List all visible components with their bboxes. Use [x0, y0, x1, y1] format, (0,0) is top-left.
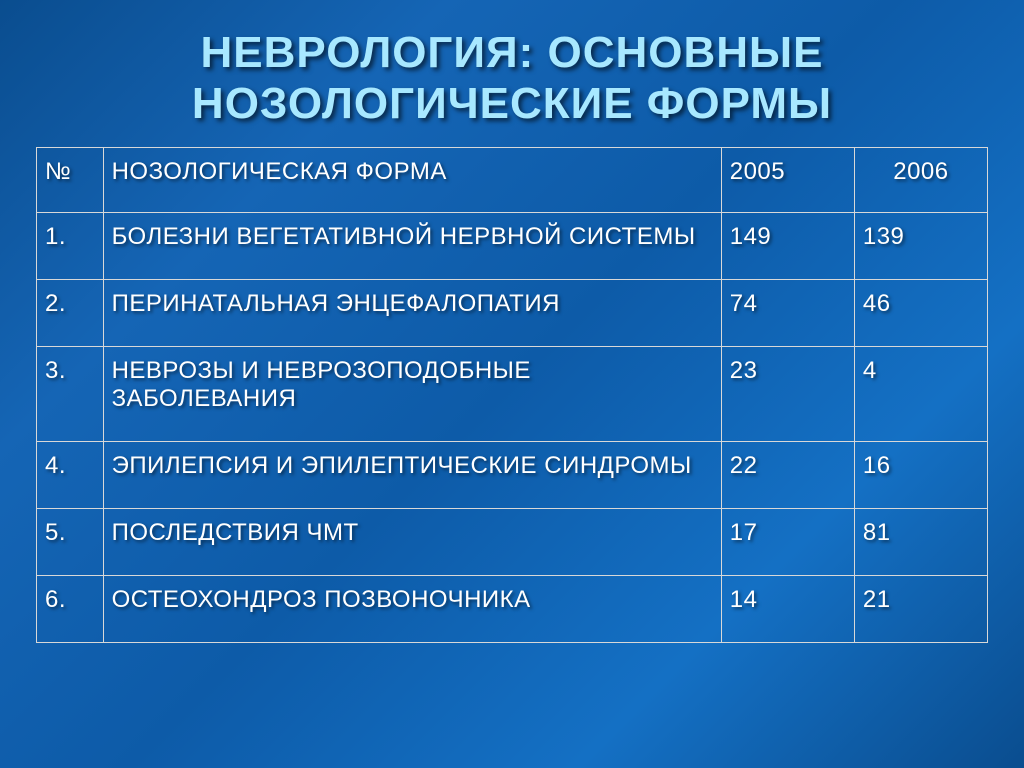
- cell-number: 6.: [37, 576, 104, 643]
- cell-2005: 74: [721, 280, 854, 347]
- cell-form: ОСТЕОХОНДРОЗ ПОЗВОНОЧНИКА: [103, 576, 721, 643]
- cell-number: 1.: [37, 213, 104, 280]
- cell-form: БОЛЕЗНИ ВЕГЕТАТИВНОЙ НЕРВНОЙ СИСТЕМЫ: [103, 213, 721, 280]
- cell-2006: 139: [854, 213, 987, 280]
- cell-number: 2.: [37, 280, 104, 347]
- nosology-table: № НОЗОЛОГИЧЕСКАЯ ФОРМА 2005 2006 1. БОЛЕ…: [36, 147, 988, 643]
- cell-form: ПОСЛЕДСТВИЯ ЧМТ: [103, 509, 721, 576]
- cell-form: ЭПИЛЕПСИЯ И ЭПИЛЕПТИЧЕСКИЕ СИНДРОМЫ: [103, 442, 721, 509]
- cell-2005: 17: [721, 509, 854, 576]
- cell-2006: 4: [854, 347, 987, 442]
- table-row: 6. ОСТЕОХОНДРОЗ ПОЗВОНОЧНИКА 14 21: [37, 576, 988, 643]
- col-header-number: №: [37, 148, 104, 213]
- cell-number: 5.: [37, 509, 104, 576]
- cell-2006: 81: [854, 509, 987, 576]
- cell-2006: 16: [854, 442, 987, 509]
- cell-2006: 46: [854, 280, 987, 347]
- cell-form: НЕВРОЗЫ И НЕВРОЗОПОДОБНЫЕ ЗАБОЛЕВАНИЯ: [103, 347, 721, 442]
- table-row: 2. ПЕРИНАТАЛЬНАЯ ЭНЦЕФАЛОПАТИЯ 74 46: [37, 280, 988, 347]
- slide-title: НЕВРОЛОГИЯ: ОСНОВНЫЕ НОЗОЛОГИЧЕСКИЕ ФОРМ…: [36, 28, 988, 129]
- cell-form: ПЕРИНАТАЛЬНАЯ ЭНЦЕФАЛОПАТИЯ: [103, 280, 721, 347]
- cell-number: 4.: [37, 442, 104, 509]
- cell-2005: 14: [721, 576, 854, 643]
- table-header-row: № НОЗОЛОГИЧЕСКАЯ ФОРМА 2005 2006: [37, 148, 988, 213]
- cell-number: 3.: [37, 347, 104, 442]
- cell-2005: 149: [721, 213, 854, 280]
- col-header-2006: 2006: [854, 148, 987, 213]
- cell-2005: 22: [721, 442, 854, 509]
- cell-2006: 21: [854, 576, 987, 643]
- cell-2005: 23: [721, 347, 854, 442]
- col-header-form: НОЗОЛОГИЧЕСКАЯ ФОРМА: [103, 148, 721, 213]
- table-row: 1. БОЛЕЗНИ ВЕГЕТАТИВНОЙ НЕРВНОЙ СИСТЕМЫ …: [37, 213, 988, 280]
- table-row: 5. ПОСЛЕДСТВИЯ ЧМТ 17 81: [37, 509, 988, 576]
- table-row: 4. ЭПИЛЕПСИЯ И ЭПИЛЕПТИЧЕСКИЕ СИНДРОМЫ 2…: [37, 442, 988, 509]
- col-header-2005: 2005: [721, 148, 854, 213]
- table-row: 3. НЕВРОЗЫ И НЕВРОЗОПОДОБНЫЕ ЗАБОЛЕВАНИЯ…: [37, 347, 988, 442]
